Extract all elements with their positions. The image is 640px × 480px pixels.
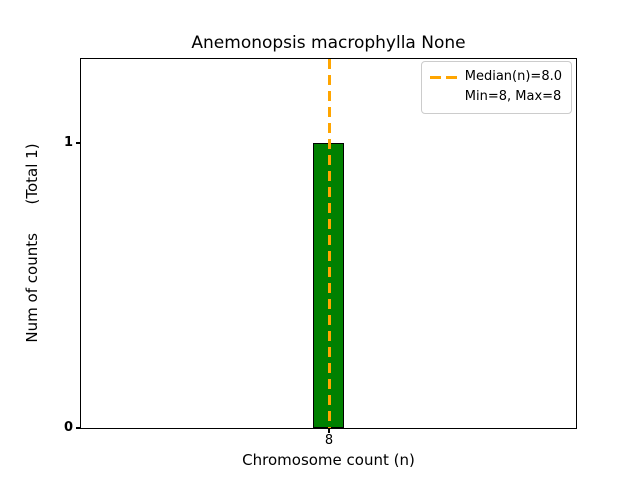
plot-area: Median(n)=8.0 Min=8, Max=8 <box>80 58 577 429</box>
y-axis-label: Num of counts (Total 1) <box>23 143 41 343</box>
legend-blank-marker <box>430 96 457 99</box>
legend: Median(n)=8.0 Min=8, Max=8 <box>420 61 572 114</box>
ytick-label-0: 0 <box>63 420 73 435</box>
legend-row-median: Median(n)=8.0 <box>429 67 562 87</box>
median-dash-icon <box>429 75 457 79</box>
x-axis-label: Chromosome count (n) <box>242 451 415 469</box>
legend-minmax-label: Min=8, Max=8 <box>464 89 562 104</box>
ytick-mark-1 <box>76 142 80 144</box>
median-line <box>328 59 331 428</box>
legend-row-minmax: Min=8, Max=8 <box>430 87 562 107</box>
chart-title: Anemonopsis macrophylla None <box>191 33 466 53</box>
legend-median-label: Median(n)=8.0 <box>464 69 562 84</box>
ytick-label-1: 1 <box>63 135 73 150</box>
xtick-mark-8 <box>328 429 330 433</box>
xtick-label-8: 8 <box>324 433 334 448</box>
ytick-mark-0 <box>76 427 80 429</box>
